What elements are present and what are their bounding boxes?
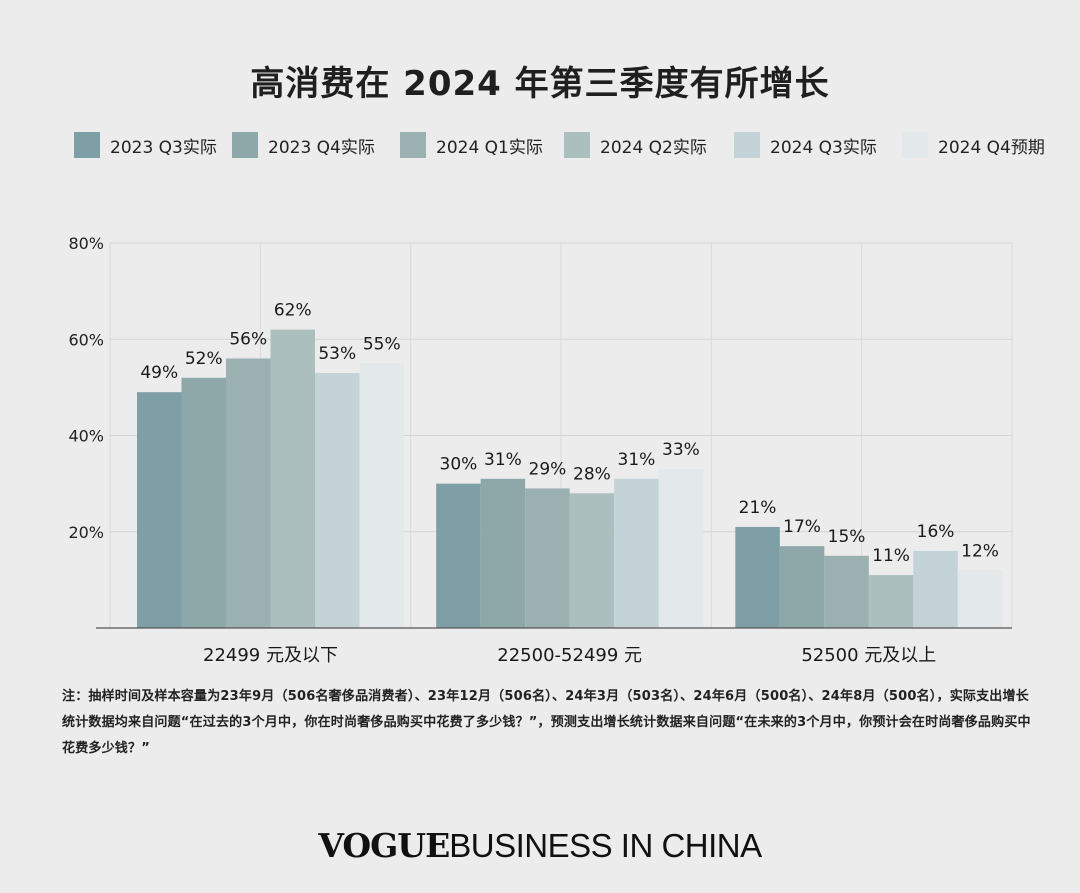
x-category-label: 52500 元及以上 [801, 645, 936, 666]
bar-value-label: 49% [140, 363, 178, 383]
bar-value-label: 28% [573, 464, 611, 484]
bar-value-label: 62% [274, 301, 312, 321]
bar [569, 493, 615, 628]
footnote: 注：抽样时间及样本容量为23年9月（506名奢侈品消费者）、23年12月（506… [62, 689, 1031, 756]
bar-value-label: 56% [229, 330, 267, 350]
bar [359, 363, 404, 628]
bar-value-label: 29% [529, 459, 567, 479]
vogue-business-logo: VOGUEBUSINESS IN CHINA [0, 826, 1080, 865]
bar-value-label: 30% [440, 455, 478, 475]
legend: 2023 Q3实际 2023 Q4实际 2024 Q1实际 2024 Q2实际 … [0, 130, 1080, 160]
legend-item-2023-q4: 2023 Q4实际 [232, 130, 375, 160]
bar [137, 392, 182, 628]
legend-item-2023-q3: 2023 Q3实际 [74, 130, 217, 160]
y-tick-label: 80% [68, 234, 104, 253]
bar-chart: 20% 40% 60% 80% 49% 52% 56% 62% 53% 55% 22499 元及以下… [68, 234, 1013, 666]
logo-rest: BUSINESS IN CHINA [449, 827, 762, 864]
bar-value-label: 52% [185, 349, 223, 369]
bar [735, 526, 780, 628]
y-tick-label: 60% [68, 330, 104, 349]
legend-swatch [232, 132, 258, 158]
legend-label: 2024 Q3实际 [770, 137, 877, 158]
bar-value-label: 33% [662, 440, 700, 460]
bar-value-label: 21% [739, 498, 777, 518]
bar [181, 377, 226, 628]
legend-label: 2024 Q1实际 [436, 137, 543, 158]
bar [436, 483, 481, 628]
bar-value-label: 11% [872, 546, 910, 566]
bar-value-label: 31% [484, 450, 522, 470]
bar-value-label: 15% [828, 527, 866, 547]
legend-item-2024-q3: 2024 Q3实际 [734, 130, 877, 160]
bar [779, 546, 825, 628]
logo-brand: VOGUE [318, 826, 450, 865]
legend-swatch [564, 132, 590, 158]
y-tick-label: 20% [68, 523, 104, 542]
bar [270, 329, 315, 628]
bar [226, 358, 271, 628]
bar [315, 372, 360, 628]
bar [525, 488, 570, 628]
chart-title: 高消费在 2024 年第三季度有所增长 [250, 64, 830, 104]
bar-value-label: 12% [961, 541, 999, 561]
x-category-label: 22500-52499 元 [497, 645, 642, 666]
legend-label: 2023 Q3实际 [110, 137, 217, 158]
legend-swatch [74, 132, 100, 158]
legend-label: 2024 Q2实际 [600, 137, 707, 158]
bar [957, 570, 1003, 628]
legend-item-2024-q1: 2024 Q1实际 [400, 130, 543, 160]
legend-swatch [734, 132, 760, 158]
bar-value-label: 53% [318, 344, 356, 364]
bar [480, 478, 526, 628]
y-tick-label: 40% [68, 427, 104, 446]
legend-label: 2023 Q4实际 [268, 137, 375, 158]
legend-swatch [400, 132, 426, 158]
bar [868, 575, 914, 628]
bar [614, 478, 659, 628]
bar-value-label: 16% [917, 522, 955, 542]
bar [658, 469, 704, 628]
bar-value-label: 31% [618, 450, 656, 470]
legend-item-2024-q2: 2024 Q2实际 [564, 130, 707, 160]
x-category-label: 22499 元及以下 [203, 645, 338, 666]
legend-swatch [902, 132, 928, 158]
bar [913, 551, 958, 628]
bar-value-label: 55% [363, 334, 401, 354]
bar [824, 555, 869, 628]
legend-label: 2024 Q4预期 [938, 137, 1045, 158]
legend-item-2024-q4: 2024 Q4预期 [902, 130, 1045, 160]
bar-value-label: 17% [783, 517, 821, 537]
